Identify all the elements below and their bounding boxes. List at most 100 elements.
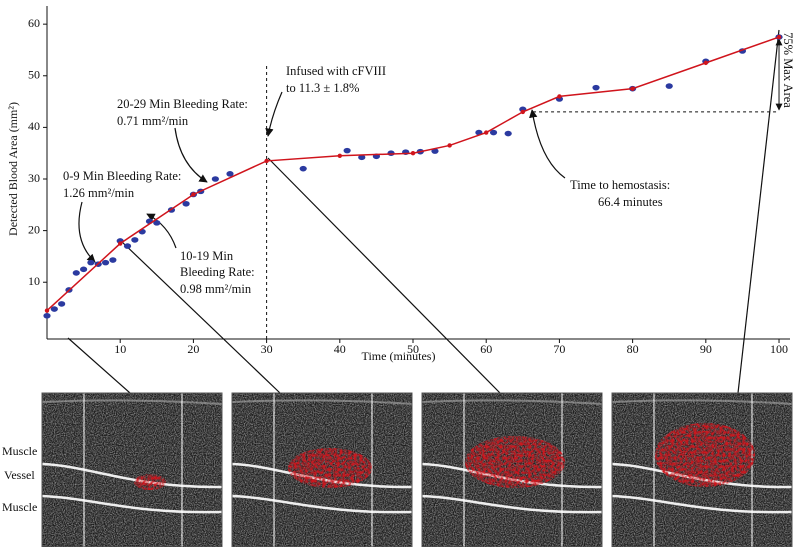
fit-point [447,143,452,148]
annotation: Bleeding Rate: [180,265,255,279]
data-point [80,266,88,273]
fit-point [118,241,123,246]
data-point [58,301,66,307]
fit-point [776,34,782,40]
ultrasound-panel [611,392,793,547]
ultrasound-panel [41,392,223,547]
y-tick-label: 60 [28,16,40,30]
x-tick-label: 40 [334,342,346,356]
annotation: 0.71 mm²/min [117,114,189,128]
x-tick-label: 30 [261,342,273,356]
x-tick-label: 80 [627,342,639,356]
connector [737,29,780,394]
data-point [504,130,512,137]
panel-border [611,392,793,547]
tissue-band [611,399,793,405]
annotation: 75% Max Area [781,32,795,108]
data-point [299,165,307,172]
y-axis-label: Detected Blood Area (mm²) [6,102,20,236]
x-tick-label: 90 [700,342,712,356]
arrow [78,201,96,263]
arrow [265,91,283,137]
vessel-wall [611,494,793,514]
data-point [109,257,117,263]
y-tick-label: 10 [28,274,40,288]
fit-point [264,158,269,164]
y-tick-label: 50 [28,68,40,82]
fit-point [630,86,635,91]
data-point [431,148,439,154]
data-point [343,147,351,154]
data-point [211,176,219,182]
vessel-wall [41,494,223,514]
ultrasound-panel [421,392,603,547]
blood-region [655,423,755,487]
annotation: 0-9 Min Bleeding Rate: [63,169,181,183]
data-point [72,270,80,276]
arrow [174,127,208,183]
tissue-band [421,399,603,405]
arrow [529,109,566,179]
vessel-wall [41,462,223,489]
x-tick-label: 60 [480,342,492,356]
x-axis-label: Time (minutes) [362,349,436,363]
data-point [50,306,58,312]
fit-point [484,130,489,135]
ultrasound-panel [231,392,413,547]
panel-label: Muscle [2,444,37,458]
annotation: 1.26 mm²/min [63,186,135,200]
x-tick-label: 20 [187,342,199,356]
blood-region [134,474,166,490]
fit-point [44,308,50,313]
fit-point [557,94,562,99]
tissue-band [41,399,223,405]
fit-point [520,109,526,115]
fit-point [191,192,196,197]
data-point [43,312,51,319]
data-point [358,154,366,161]
data-point [101,259,110,266]
x-tick-label: 10 [114,342,126,356]
fit-point [410,150,416,156]
data-point [87,259,95,266]
annotation-arrows [67,29,780,394]
x-tick-label: 70 [553,342,565,356]
y-tick-label: 30 [28,171,40,185]
panel-border [231,392,413,547]
y-tick-label: 40 [28,119,40,133]
panel-label: Muscle [2,500,37,514]
speckle [42,393,222,547]
panel-border [41,392,223,547]
x-tick-label: 50 [407,342,419,356]
data-point [131,237,139,243]
fit-point [337,153,343,158]
data-point [665,83,673,89]
annotation: Infused with cFVIII [286,64,386,78]
annotation: 66.4 minutes [598,195,663,209]
annotation: Time to hemostasis: [570,178,670,192]
data-point [489,129,498,136]
data-point [592,84,600,91]
panel-label: Vessel [4,468,35,482]
data-point [153,220,161,226]
blood-region [465,436,565,488]
x-tick-label: 100 [770,342,788,356]
connector [67,337,131,394]
connector [267,157,501,394]
connector [119,239,281,394]
y-tick-label: 20 [28,222,40,236]
blood-region [288,448,372,488]
panel-border [421,392,603,547]
vessel-wall [421,494,603,514]
annotation: 10-19 Min [180,249,234,263]
vessel-wall [231,494,413,514]
data-point [226,171,234,177]
arrow [146,213,177,249]
data-point [123,243,132,249]
annotation: 0.98 mm²/min [180,282,252,296]
fit-point [703,60,709,66]
annotation: 20-29 Min Bleeding Rate: [117,97,248,111]
data-point [182,200,190,207]
tissue-band [231,399,413,405]
annotation: to 11.3 ± 1.8% [286,81,359,95]
